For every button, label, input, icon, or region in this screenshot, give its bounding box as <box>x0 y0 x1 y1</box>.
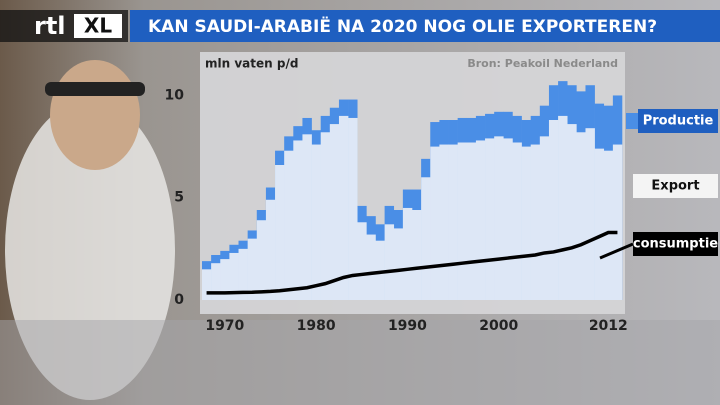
consumption-line <box>206 230 618 295</box>
x-tick-label: 1990 <box>388 318 427 334</box>
export-step <box>603 150 614 300</box>
logo-badge <box>74 14 122 38</box>
export-step <box>275 165 285 300</box>
export-step <box>421 177 431 300</box>
export-step <box>585 128 595 300</box>
export-step <box>558 115 568 300</box>
y-tick-label: 0 <box>174 292 184 308</box>
source: Bron: Peakoil Nederland <box>467 57 618 70</box>
export-step <box>238 248 248 300</box>
export-step <box>475 140 486 300</box>
x-tick-label: 2012 <box>589 318 628 334</box>
export-step <box>412 210 422 300</box>
logo-brand: rtl <box>34 12 66 40</box>
y-tick-label: 5 <box>174 190 184 206</box>
export-step <box>338 115 349 300</box>
export-step <box>594 148 605 300</box>
export-step <box>548 120 559 300</box>
export-step <box>430 146 440 300</box>
export-step <box>384 224 395 300</box>
legend-box <box>633 232 718 256</box>
export-step <box>256 220 267 300</box>
logo-service: XL <box>84 14 112 38</box>
export-step <box>311 144 321 300</box>
x-tick-label: 1980 <box>297 318 336 334</box>
export-step <box>503 138 513 300</box>
legend-label: consumptie <box>633 237 718 252</box>
legend-box <box>638 109 718 133</box>
figure-head <box>50 60 140 170</box>
export-step <box>320 132 331 300</box>
y-tick-label: 10 <box>165 87 185 103</box>
export-step <box>366 234 376 300</box>
export-step <box>348 117 358 300</box>
export-step <box>576 132 586 300</box>
export-step <box>229 252 239 300</box>
export-step <box>265 199 276 300</box>
export-step <box>375 240 385 300</box>
legend-label: Export <box>651 179 699 194</box>
export-step <box>539 136 550 300</box>
export-step <box>439 144 449 300</box>
export-step <box>284 150 294 300</box>
title-bar <box>130 10 720 42</box>
figure-band <box>45 82 145 96</box>
export-step <box>393 228 404 300</box>
export-step <box>567 124 577 300</box>
floor <box>0 320 720 405</box>
export-step <box>357 222 367 300</box>
export-step <box>466 142 477 300</box>
x-tick-label: 1970 <box>205 318 244 334</box>
export-step <box>521 146 531 300</box>
export-step <box>247 238 258 300</box>
y-axis-label: mln vaten p/d <box>205 57 298 71</box>
export-step <box>202 269 212 300</box>
export-step <box>293 140 303 300</box>
export-step <box>329 124 340 300</box>
x-tick-label: 2000 <box>479 318 518 334</box>
export-step <box>302 134 312 300</box>
export-step <box>211 263 221 300</box>
export-step <box>494 136 504 300</box>
export-step <box>220 259 230 300</box>
legend-box <box>633 174 718 198</box>
legend-label: Productie <box>643 114 714 129</box>
export-step <box>457 142 468 300</box>
export-step <box>612 144 623 300</box>
export-step <box>448 144 458 300</box>
legend-connector <box>599 242 634 260</box>
export-step <box>512 142 522 300</box>
chart-title: KAN SAUDI-ARABIË NA 2020 NOG OLIE EXPORT… <box>148 15 657 37</box>
legend-swatch <box>626 113 638 129</box>
export-step <box>402 207 413 300</box>
export-step <box>485 138 495 300</box>
export-step <box>530 144 541 300</box>
